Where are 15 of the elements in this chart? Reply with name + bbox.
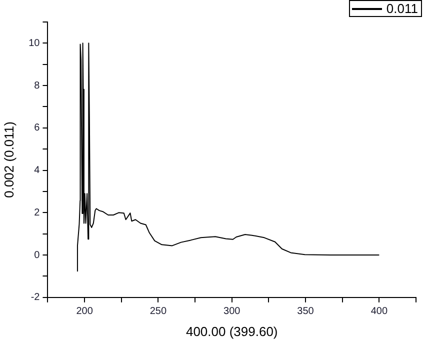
x-axis-title: 400.00 (399.60)	[186, 324, 278, 339]
x-tick-label: 300	[224, 306, 241, 318]
x-tick-label: 350	[297, 306, 314, 318]
y-axis-title: 0.002 (0.011)	[1, 122, 16, 198]
x-tick-label: 250	[150, 306, 167, 318]
y-tick-label: 2	[34, 207, 40, 218]
y-tick-label: 10	[28, 38, 40, 49]
y-tick-label: 4	[34, 165, 40, 176]
y-tick-label: 6	[34, 122, 40, 134]
y-tick-label: 0	[34, 250, 40, 261]
x-tick-label: 200	[76, 306, 94, 318]
legend-label: 0.011	[386, 1, 418, 16]
x-tick-label: 400	[370, 306, 388, 318]
y-tick-label: -2	[30, 292, 40, 304]
y-tick-label: 8	[34, 80, 40, 92]
